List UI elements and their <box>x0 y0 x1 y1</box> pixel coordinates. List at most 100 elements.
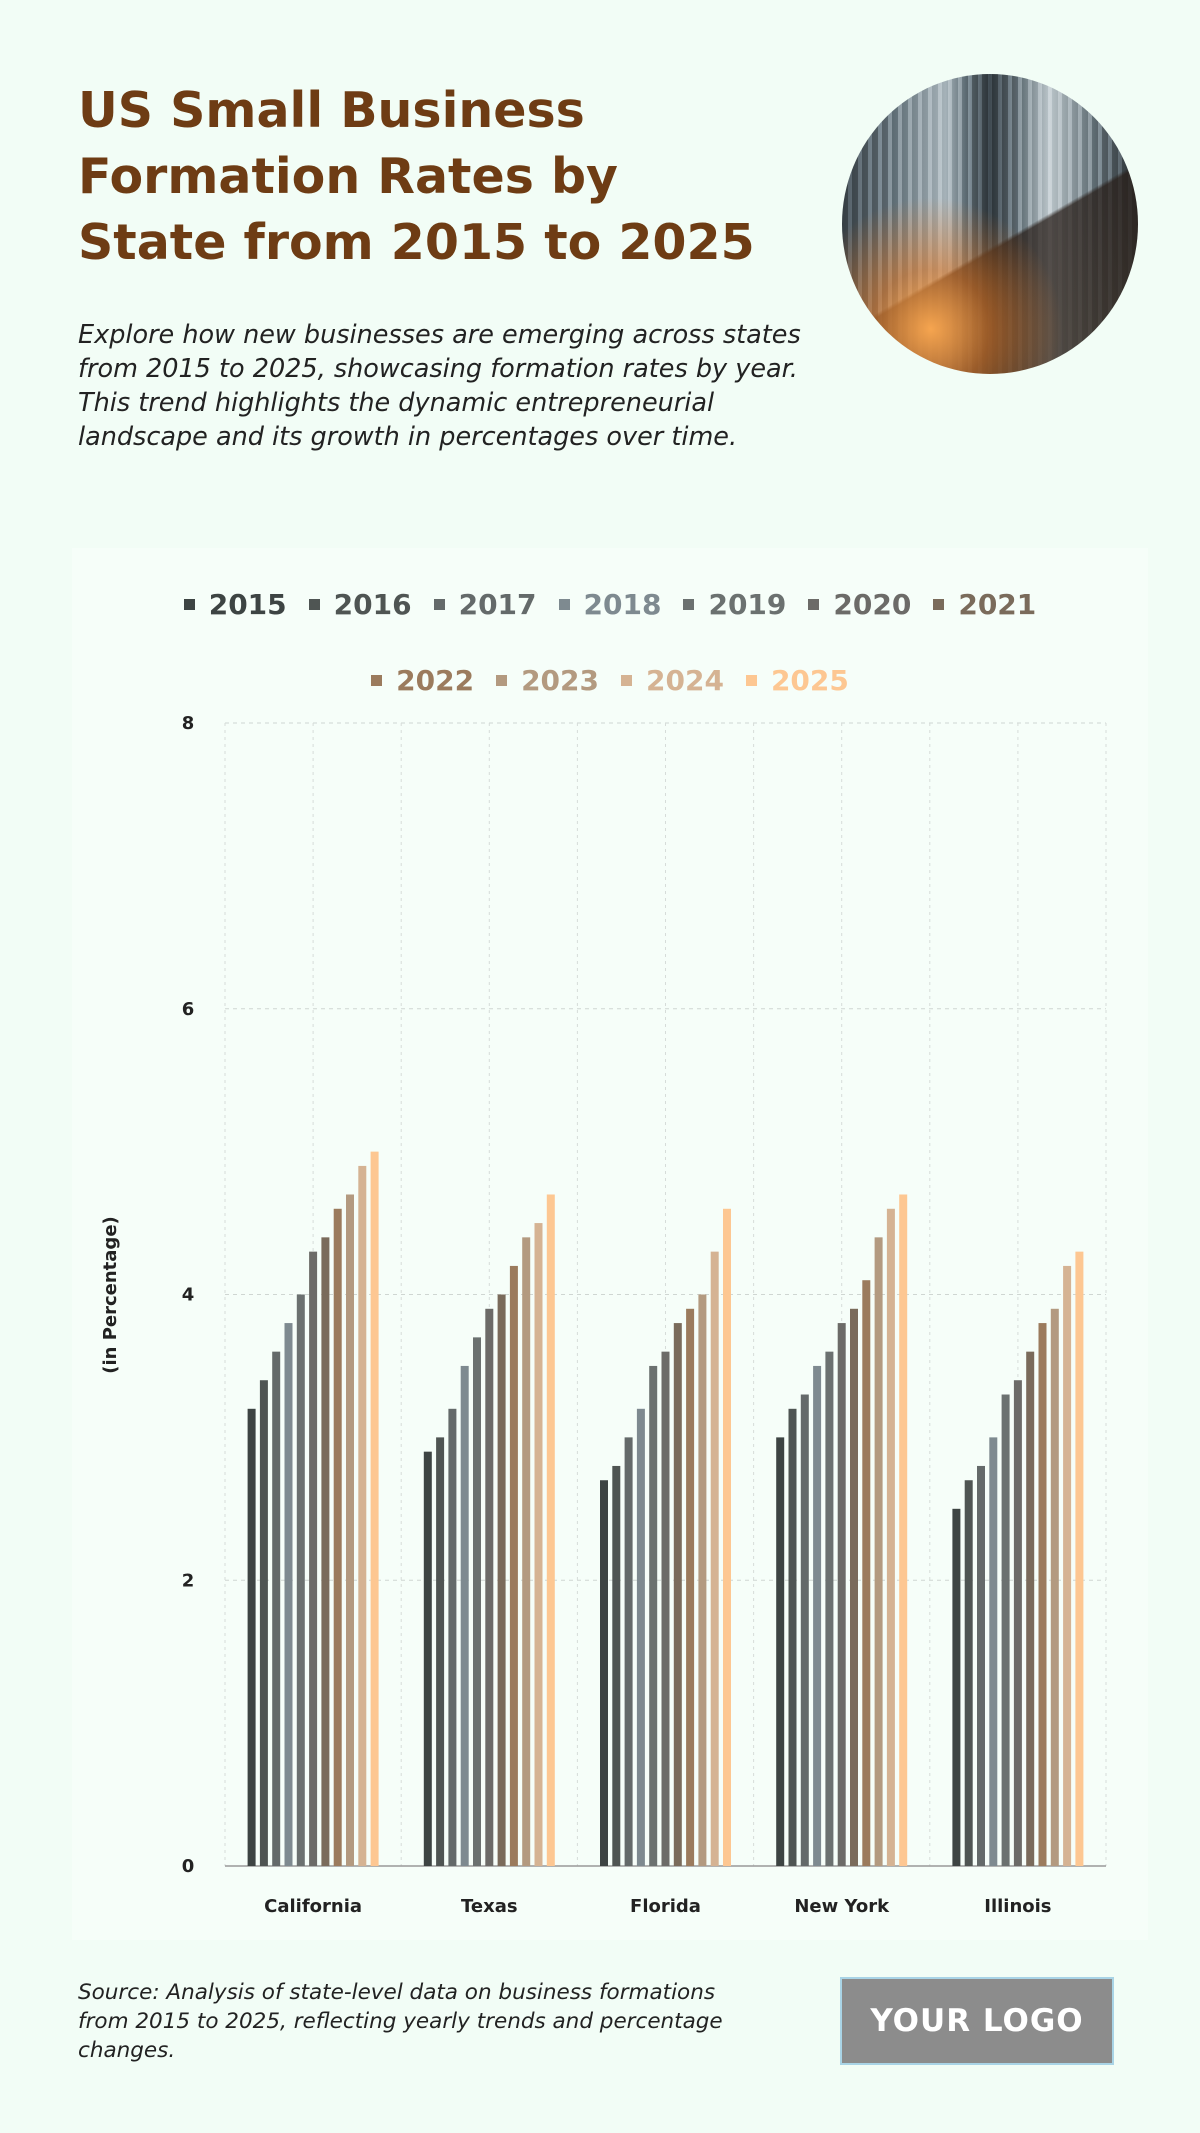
bar-illinois-2022 <box>1038 1323 1047 1866</box>
bar-texas-2019 <box>473 1337 481 1866</box>
legend-label: 2017 <box>458 588 537 621</box>
bar-california-2016 <box>259 1380 268 1866</box>
bar-california-2025 <box>370 1151 379 1866</box>
bar-florida-2016 <box>612 1465 621 1866</box>
y-tick-label: 6 <box>182 999 195 1020</box>
bar-california-2018 <box>284 1323 293 1866</box>
x-tick-label: California <box>264 1896 362 1917</box>
bar-california-2023 <box>346 1194 354 1866</box>
bar-california-2020 <box>309 1251 318 1866</box>
bar-texas-2020 <box>485 1308 494 1866</box>
bar-california-2022 <box>333 1208 342 1866</box>
page-description: Explore how new businesses are emerging … <box>78 320 801 452</box>
bar-california-2017 <box>272 1351 281 1866</box>
bar-florida-2023 <box>698 1294 707 1866</box>
bar-florida-2015 <box>600 1480 608 1866</box>
legend-label: 2022 <box>396 664 475 697</box>
bar-florida-2018 <box>636 1408 645 1866</box>
legend-label: 2024 <box>646 664 724 697</box>
legend-swatch <box>683 599 695 610</box>
bar-texas-2016 <box>436 1437 445 1866</box>
bar-florida-2021 <box>673 1323 682 1866</box>
legend-label: 2023 <box>521 664 599 697</box>
legend-swatch <box>558 599 570 610</box>
bar-illinois-2016 <box>964 1480 973 1866</box>
legend-swatch <box>371 675 383 686</box>
bar-new-york-2024 <box>886 1208 895 1866</box>
legend-swatch <box>933 599 945 610</box>
legend-swatch <box>808 599 820 610</box>
legend-label: 2025 <box>770 664 849 697</box>
legend-label: 2020 <box>833 588 912 621</box>
bar-florida-2020 <box>661 1351 670 1866</box>
legend-item-2024: 2024 <box>621 664 724 697</box>
bar-illinois-2019 <box>1001 1394 1010 1866</box>
legend-swatch <box>433 599 445 610</box>
chart-legend: 2015 2016 2017 2018 2019 2020 2021 <box>72 588 1148 621</box>
y-tick-label: 2 <box>182 1570 195 1591</box>
bar-illinois-2024 <box>1063 1265 1072 1866</box>
bar-illinois-2021 <box>1026 1351 1035 1866</box>
x-tick-label: Texas <box>461 1896 518 1917</box>
legend-label: 2021 <box>958 588 1037 621</box>
bar-illinois-2023 <box>1050 1308 1059 1866</box>
bar-new-york-2018 <box>813 1365 822 1866</box>
bar-california-2019 <box>296 1294 305 1866</box>
bar-new-york-2019 <box>825 1351 834 1866</box>
bar-new-york-2017 <box>800 1394 809 1866</box>
legend-swatch <box>183 599 195 610</box>
bar-new-york-2023 <box>874 1237 883 1866</box>
legend-item-2021: 2021 <box>933 588 1036 621</box>
legend-swatch <box>745 675 757 686</box>
page-title: US Small Business Formation Rates by Sta… <box>78 82 755 271</box>
source-note: Source: Analysis of state-level data on … <box>78 1980 723 2063</box>
bar-texas-2015 <box>423 1451 432 1866</box>
x-tick-label: New York <box>794 1896 890 1917</box>
bar-new-york-2022 <box>862 1280 871 1866</box>
legend-item-2020: 2020 <box>808 588 911 621</box>
legend-swatch <box>308 599 320 610</box>
legend-label: 2015 <box>208 588 287 621</box>
y-tick-label: 0 <box>182 1856 195 1877</box>
logo-placeholder: YOUR LOGO <box>840 1977 1114 2065</box>
bar-texas-2017 <box>448 1408 457 1866</box>
bar-new-york-2015 <box>776 1437 785 1866</box>
legend-label: 2016 <box>333 588 412 621</box>
y-tick-label: 8 <box>182 713 195 734</box>
legend-swatch <box>496 675 508 686</box>
legend-item-2019: 2019 <box>683 588 786 621</box>
bar-illinois-2015 <box>952 1508 961 1866</box>
bar-florida-2025 <box>723 1208 731 1866</box>
bar-illinois-2017 <box>977 1465 985 1866</box>
bar-texas-2022 <box>509 1265 518 1866</box>
legend-item-2017: 2017 <box>433 588 537 621</box>
x-tick-label: Florida <box>630 1896 701 1917</box>
y-axis-label: (in Percentage) <box>100 1216 121 1374</box>
bar-illinois-2020 <box>1013 1380 1022 1866</box>
bar-illinois-2018 <box>989 1437 998 1866</box>
bar-florida-2022 <box>686 1308 695 1866</box>
legend-item-2015: 2015 <box>183 588 287 621</box>
bar-florida-2024 <box>710 1251 719 1866</box>
legend-item-2018: 2018 <box>558 588 662 621</box>
bar-california-2021 <box>321 1237 330 1866</box>
legend-label: 2018 <box>583 588 662 621</box>
bar-new-york-2016 <box>788 1408 797 1866</box>
legend-item-2022: 2022 <box>371 664 474 697</box>
bar-texas-2023 <box>522 1237 531 1866</box>
bar-texas-2021 <box>497 1294 506 1866</box>
legend-swatch <box>621 675 632 686</box>
legend-label: 2019 <box>708 588 787 621</box>
bar-texas-2018 <box>460 1365 469 1866</box>
bar-california-2015 <box>247 1408 256 1866</box>
legend-item-2016: 2016 <box>308 588 412 621</box>
chart-legend: 2022 2023 2024 2025 <box>72 664 1148 697</box>
x-tick-label: Illinois <box>984 1896 1051 1917</box>
bar-new-york-2021 <box>850 1308 858 1866</box>
bar-new-york-2020 <box>837 1323 846 1866</box>
bar-california-2024 <box>358 1165 367 1866</box>
bar-florida-2019 <box>649 1365 658 1866</box>
bar-florida-2017 <box>624 1437 633 1866</box>
bar-texas-2024 <box>534 1223 543 1866</box>
